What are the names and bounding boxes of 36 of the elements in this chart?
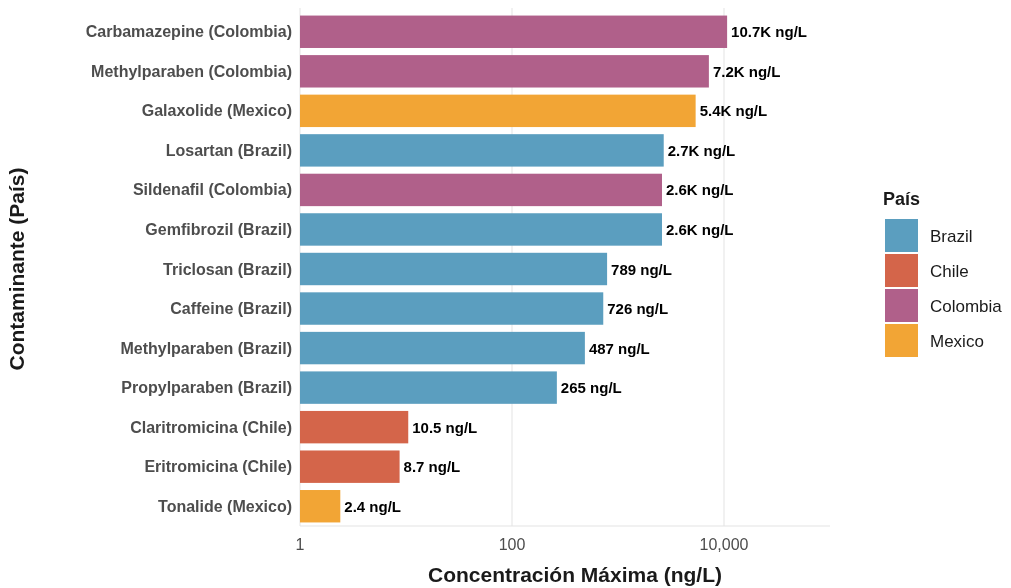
data-label: 789 ng/L bbox=[611, 260, 672, 278]
y-tick-label: Caffeine (Brazil) bbox=[170, 300, 292, 318]
legend-label: Colombia bbox=[930, 296, 1003, 316]
x-axis-title: Concentración Máxima (ng/L) bbox=[427, 563, 723, 586]
y-tick-label: Tonalide (Mexico) bbox=[158, 497, 292, 515]
legend-label: Mexico bbox=[930, 331, 984, 351]
y-tick-label: Sildenafil (Colombia) bbox=[132, 181, 292, 199]
legend-label: Chile bbox=[930, 261, 969, 281]
data-label: 8.7 ng/L bbox=[403, 458, 461, 476]
y-tick-label: Carbamazepine (Colombia) bbox=[85, 23, 292, 41]
y-tick-label: Claritromicina (Chile) bbox=[130, 418, 292, 436]
y-tick-label: Methylparaben (Brazil) bbox=[120, 339, 292, 357]
data-label: 2.7K ng/L bbox=[667, 141, 736, 159]
y-tick-label: Triclosan (Brazil) bbox=[163, 260, 292, 278]
y-tick-label: Methylparaben (Colombia) bbox=[91, 62, 292, 80]
legend-label: Brazil bbox=[930, 226, 973, 246]
data-label: 10.5 ng/L bbox=[412, 418, 478, 436]
data-label: 487 ng/L bbox=[588, 339, 650, 357]
data-label: 265 ng/L bbox=[560, 379, 622, 397]
data-label: 10.7K ng/L bbox=[731, 23, 807, 41]
data-label: 5.4K ng/L bbox=[699, 102, 768, 120]
x-tick-label: 1 bbox=[295, 536, 305, 553]
y-tick-label: Propylparaben (Brazil) bbox=[121, 379, 292, 397]
data-label: 2.6K ng/L bbox=[665, 220, 734, 238]
data-label: 2.6K ng/L bbox=[665, 181, 734, 199]
y-tick-label: Gemfibrozil (Brazil) bbox=[145, 220, 292, 238]
y-tick-label: Losartan (Brazil) bbox=[165, 141, 292, 159]
y-axis-title: Contaminante (País) bbox=[5, 167, 28, 371]
data-label: 7.2K ng/L bbox=[712, 62, 781, 80]
y-tick-label: Galaxolide (Mexico) bbox=[141, 102, 292, 120]
x-tick-label: 100 bbox=[498, 536, 526, 553]
y-tick-label: Eritromicina (Chile) bbox=[144, 458, 292, 476]
x-tick-label: 10,000 bbox=[699, 536, 749, 553]
data-label: 2.4 ng/L bbox=[344, 497, 401, 515]
data-label: 726 ng/L bbox=[607, 300, 669, 318]
legend-title: País bbox=[883, 189, 921, 209]
